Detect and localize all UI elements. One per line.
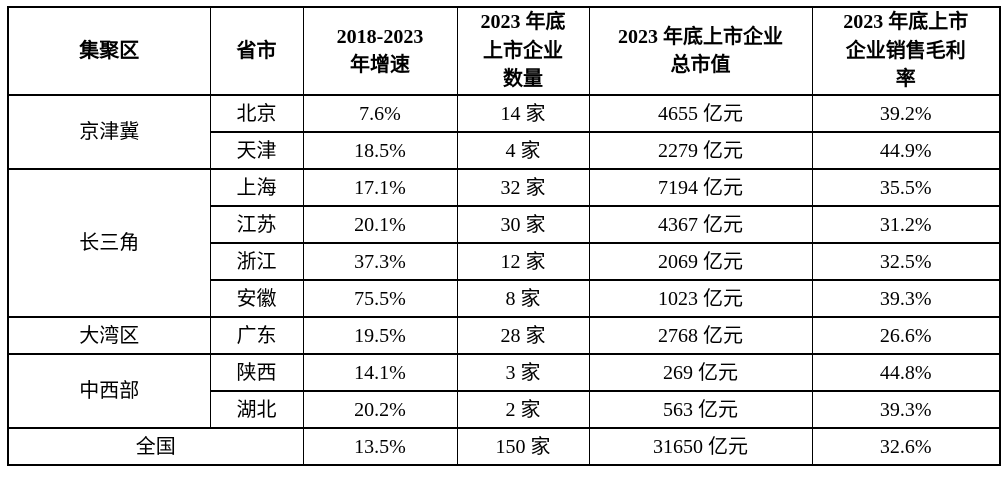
table-row: 中西部 陕西 14.1% 3 家 269 亿元 44.8% xyxy=(7,353,1001,429)
province-cell: 江苏 xyxy=(209,205,304,244)
margin-cell: 39.3% xyxy=(811,279,1001,318)
total-label-cell: 全国 xyxy=(7,427,304,466)
table-row: 安徽 75.5% 8 家 1023 亿元 39.3% xyxy=(8,279,1001,318)
margin-cell: 44.8% xyxy=(811,353,1001,392)
growth-cell: 7.6% xyxy=(302,94,458,133)
growth-cell: 20.2% xyxy=(302,390,458,429)
companies-cell: 8 家 xyxy=(456,279,590,318)
table-row: 长三角 上海 17.1% 32 家 7194 亿元 35.5% xyxy=(7,168,1001,318)
header-province: 省市 xyxy=(209,6,304,96)
companies-cell: 3 家 xyxy=(456,353,590,392)
region-cell: 中西部 xyxy=(7,353,211,429)
companies-cell: 28 家 xyxy=(456,316,590,355)
region-cell: 长三角 xyxy=(7,168,211,318)
total-row: 全国 13.5% 150 家 31650 亿元 32.6% xyxy=(7,427,1001,466)
growth-cell: 13.5% xyxy=(302,427,458,466)
companies-cell: 12 家 xyxy=(456,242,590,281)
companies-cell: 30 家 xyxy=(456,205,590,244)
header-margin: 2023 年底上市 企业销售毛利 率 xyxy=(811,6,1001,96)
table-row: 湖北 20.2% 2 家 563 亿元 39.3% xyxy=(8,390,1001,429)
margin-cell: 31.2% xyxy=(811,205,1001,244)
companies-cell: 4 家 xyxy=(456,131,590,170)
companies-cell: 150 家 xyxy=(456,427,590,466)
header-row: 集聚区 省市 2018-2023 年增速 2023 年底 上市企业 数量 202… xyxy=(7,6,1001,96)
header-companies: 2023 年底 上市企业 数量 xyxy=(456,6,590,96)
growth-cell: 18.5% xyxy=(302,131,458,170)
margin-cell: 26.6% xyxy=(811,316,1001,355)
market-cap-cell: 2069 亿元 xyxy=(588,242,813,281)
margin-cell: 32.5% xyxy=(811,242,1001,281)
market-cap-cell: 7194 亿元 xyxy=(588,168,813,207)
table-row: 浙江 37.3% 12 家 2069 亿元 32.5% xyxy=(8,242,1001,281)
margin-cell: 39.2% xyxy=(811,94,1001,133)
market-cap-cell: 4655 亿元 xyxy=(588,94,813,133)
margin-cell: 44.9% xyxy=(811,131,1001,170)
market-cap-cell: 2279 亿元 xyxy=(588,131,813,170)
margin-cell: 32.6% xyxy=(811,427,1001,466)
table-row: 京津冀 北京 7.6% 14 家 4655 亿元 39.2% xyxy=(7,94,1001,170)
growth-cell: 14.1% xyxy=(302,353,458,392)
region-cell: 大湾区 xyxy=(7,316,211,355)
growth-cell: 17.1% xyxy=(302,168,458,207)
market-cap-cell: 563 亿元 xyxy=(588,390,813,429)
province-cell: 湖北 xyxy=(209,390,304,429)
province-cell: 广东 xyxy=(209,316,304,355)
province-cell: 浙江 xyxy=(209,242,304,281)
growth-cell: 37.3% xyxy=(302,242,458,281)
province-cell: 天津 xyxy=(209,131,304,170)
table-row: 江苏 20.1% 30 家 4367 亿元 31.2% xyxy=(8,205,1001,244)
header-cluster: 集聚区 xyxy=(7,6,211,96)
growth-cell: 19.5% xyxy=(302,316,458,355)
province-cell: 上海 xyxy=(209,168,304,207)
growth-cell: 20.1% xyxy=(302,205,458,244)
market-cap-cell: 31650 亿元 xyxy=(588,427,813,466)
table-row: 大湾区 广东 19.5% 28 家 2768 亿元 26.6% xyxy=(7,316,1001,355)
market-cap-cell: 2768 亿元 xyxy=(588,316,813,355)
companies-cell: 32 家 xyxy=(456,168,590,207)
companies-cell: 14 家 xyxy=(456,94,590,133)
province-cell: 安徽 xyxy=(209,279,304,318)
growth-cell: 75.5% xyxy=(302,279,458,318)
header-growth: 2018-2023 年增速 xyxy=(302,6,458,96)
province-cell: 北京 xyxy=(209,94,304,133)
margin-cell: 39.3% xyxy=(811,390,1001,429)
province-cell: 陕西 xyxy=(209,353,304,392)
table-row: 天津 18.5% 4 家 2279 亿元 44.9% xyxy=(8,131,1001,170)
market-cap-cell: 269 亿元 xyxy=(588,353,813,392)
market-cap-cell: 1023 亿元 xyxy=(588,279,813,318)
companies-cell: 2 家 xyxy=(456,390,590,429)
header-market-cap: 2023 年底上市企业 总市值 xyxy=(588,6,813,96)
region-cell: 京津冀 xyxy=(7,94,211,170)
region-listed-companies-table: 集聚区 省市 2018-2023 年增速 2023 年底 上市企业 数量 202… xyxy=(7,6,1001,466)
market-cap-cell: 4367 亿元 xyxy=(588,205,813,244)
margin-cell: 35.5% xyxy=(811,168,1001,207)
